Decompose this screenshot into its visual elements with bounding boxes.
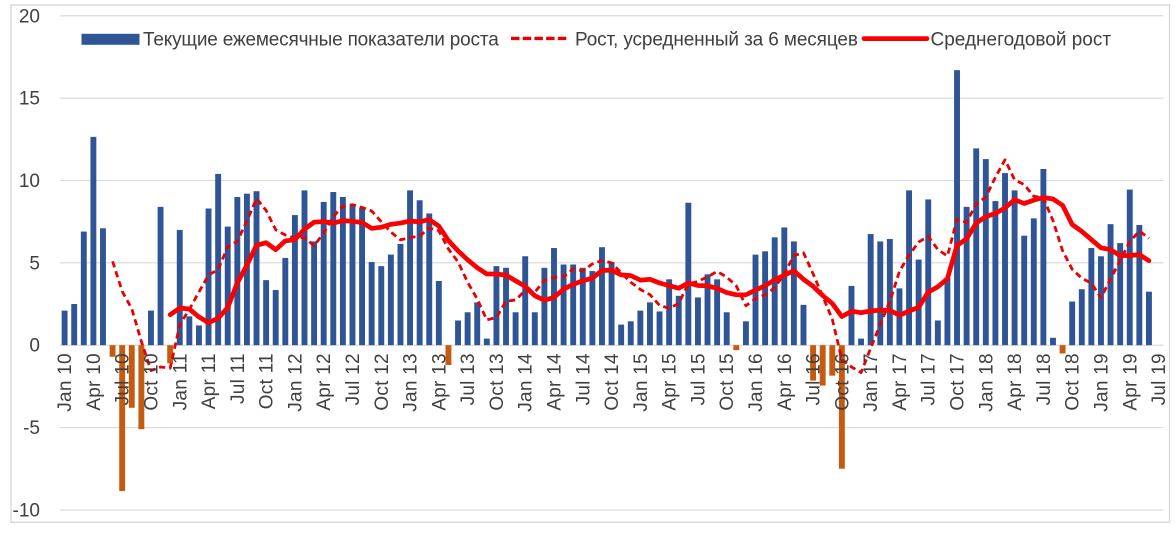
- svg-text:Jul 17: Jul 17: [919, 353, 940, 405]
- svg-text:Jul 15: Jul 15: [688, 353, 709, 405]
- svg-text:Jul 13: Jul 13: [458, 353, 479, 405]
- svg-text:Apr 19: Apr 19: [1120, 353, 1141, 410]
- svg-text:Jan 14: Jan 14: [516, 353, 537, 412]
- svg-text:Jan 13: Jan 13: [401, 353, 422, 412]
- svg-text:-5: -5: [23, 418, 40, 439]
- svg-text:Oct 15: Oct 15: [717, 353, 738, 410]
- svg-text:Apr 15: Apr 15: [660, 353, 681, 410]
- svg-text:Oct 14: Oct 14: [602, 353, 623, 411]
- svg-text:Apr 17: Apr 17: [890, 353, 911, 410]
- svg-text:15: 15: [19, 89, 40, 110]
- svg-text:Jan 18: Jan 18: [976, 353, 997, 412]
- svg-text:Jan 17: Jan 17: [861, 353, 882, 412]
- svg-text:Apr 16: Apr 16: [775, 353, 796, 410]
- svg-text:Oct 11: Oct 11: [257, 353, 278, 409]
- svg-text:Текущие ежемесячные показатели: Текущие ежемесячные показатели роста: [143, 29, 499, 50]
- svg-text:Oct 17: Oct 17: [948, 353, 969, 410]
- svg-text:Jul 12: Jul 12: [343, 353, 364, 405]
- svg-text:Jul 10: Jul 10: [113, 353, 134, 405]
- svg-text:Apr 11: Apr 11: [199, 353, 220, 409]
- svg-text:Рост, усредненный за 6 месяцев: Рост, усредненный за 6 месяцев: [575, 29, 858, 50]
- svg-text:10: 10: [19, 171, 40, 192]
- svg-text:Oct 16: Oct 16: [832, 353, 853, 410]
- svg-text:Apr 18: Apr 18: [1005, 353, 1026, 410]
- svg-text:20: 20: [19, 6, 40, 27]
- svg-text:Jan 11: Jan 11: [170, 353, 191, 410]
- svg-text:Apr 10: Apr 10: [84, 353, 105, 410]
- svg-text:Apr 14: Apr 14: [545, 353, 566, 411]
- svg-text:Jan 12: Jan 12: [285, 353, 306, 412]
- svg-text:Jul 14: Jul 14: [573, 353, 594, 405]
- svg-text:Jan 19: Jan 19: [1092, 353, 1113, 412]
- svg-text:Jul 18: Jul 18: [1034, 353, 1055, 405]
- svg-text:Jan 10: Jan 10: [55, 353, 76, 412]
- svg-text:0: 0: [29, 336, 40, 357]
- svg-text:-10: -10: [13, 500, 40, 521]
- svg-text:Oct 13: Oct 13: [487, 353, 508, 410]
- svg-text:Jul 19: Jul 19: [1149, 353, 1170, 405]
- svg-text:Среднегодовой рост: Среднегодовой рост: [931, 29, 1112, 50]
- svg-text:5: 5: [29, 253, 40, 274]
- svg-text:Jan 15: Jan 15: [631, 353, 652, 412]
- svg-text:Oct 12: Oct 12: [372, 353, 393, 410]
- svg-text:Oct 10: Oct 10: [142, 353, 163, 410]
- svg-text:Apr 13: Apr 13: [429, 353, 450, 410]
- svg-text:Jul 11: Jul 11: [228, 353, 249, 404]
- svg-text:Apr 12: Apr 12: [314, 353, 335, 410]
- svg-text:Jul 16: Jul 16: [804, 353, 825, 405]
- svg-text:Jan 16: Jan 16: [746, 353, 767, 412]
- svg-text:Oct 18: Oct 18: [1063, 353, 1084, 410]
